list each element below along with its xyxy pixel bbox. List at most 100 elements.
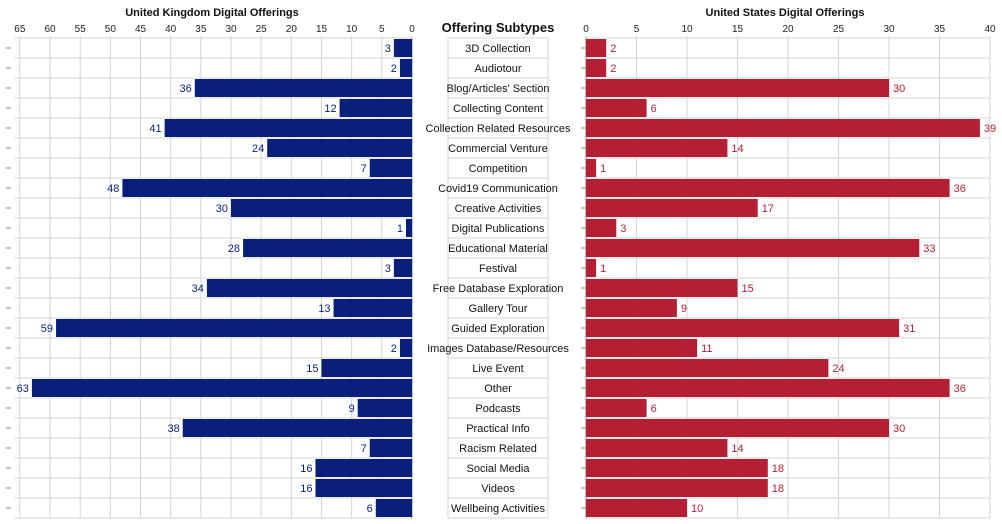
category-label: Images Database/Resources — [427, 343, 569, 355]
uk-bar — [369, 159, 412, 177]
uk-bar — [231, 199, 412, 217]
us-bar-value-label: 2 — [610, 63, 616, 75]
us-bar-value-label: 17 — [762, 203, 774, 215]
us-bar-value-label: 18 — [772, 463, 784, 475]
category-label: Creative Activities — [455, 203, 542, 215]
us-bar — [586, 419, 889, 437]
uk-x-tick-label: 20 — [286, 24, 298, 35]
us-bar-value-label: 15 — [742, 283, 754, 295]
us-bar — [586, 479, 768, 497]
uk-x-tick-label: 10 — [346, 24, 358, 35]
uk-bar — [122, 179, 412, 197]
us-bar — [586, 99, 647, 117]
category-labels: 3D Collection Audiotour Blog/Articles' Sec… — [426, 37, 571, 519]
uk-bar-value-label: 63 — [17, 383, 29, 395]
us-bar — [586, 359, 829, 377]
us-bar — [586, 79, 889, 97]
uk-x-tick-label: 35 — [195, 24, 207, 35]
us-bar-value-label: 6 — [651, 403, 657, 415]
uk-bar — [339, 99, 412, 117]
uk-bar-value-label: 59 — [41, 323, 53, 335]
category-label: Practical Info — [466, 423, 530, 435]
category-label: Wellbeing Activities — [451, 503, 545, 515]
uk-bar-value-label: 34 — [192, 283, 204, 295]
us-bar-value-label: 2 — [610, 43, 616, 55]
us-x-tick-label: 10 — [681, 24, 693, 35]
uk-x-tick-label: 15 — [316, 24, 328, 35]
us-bar — [586, 239, 920, 257]
category-label: Videos — [481, 483, 515, 495]
uk-bar-value-label: 16 — [300, 463, 312, 475]
uk-x-tick-label: 30 — [225, 24, 237, 35]
us-bar-value-label: 24 — [832, 363, 844, 375]
uk-bar — [321, 359, 412, 377]
uk-bar-value-label: 3 — [385, 43, 391, 55]
us-bar-value-label: 36 — [954, 383, 966, 395]
category-label: Festival — [479, 263, 517, 275]
category-label: Educational Material — [448, 243, 548, 255]
us-bar — [586, 459, 768, 477]
uk-bar-value-label: 1 — [397, 223, 403, 235]
category-label: Podcasts — [475, 403, 521, 415]
us-bar-value-label: 30 — [893, 423, 905, 435]
category-label: Free Database Exploration — [433, 283, 564, 295]
uk-bar-value-label: 2 — [391, 343, 397, 355]
us-bar-value-label: 9 — [681, 303, 687, 315]
category-label: Racism Related — [459, 443, 537, 455]
uk-bar-value-label: 13 — [318, 303, 330, 315]
us-bar-value-label: 36 — [954, 183, 966, 195]
uk-bar-value-label: 6 — [367, 503, 373, 515]
category-label: Digital Publications — [452, 223, 545, 235]
uk-bar — [315, 459, 412, 477]
us-bar-value-label: 10 — [691, 503, 703, 515]
uk-bar — [393, 39, 412, 57]
us-bar — [586, 199, 758, 217]
uk-bar — [194, 79, 412, 97]
uk-bar — [267, 139, 412, 157]
uk-bar — [206, 279, 412, 297]
uk-bar — [243, 239, 412, 257]
uk-x-tick-label: 40 — [165, 24, 177, 35]
uk-bar — [56, 319, 412, 337]
uk-bar-value-label: 15 — [306, 363, 318, 375]
uk-x-tick-label: 55 — [75, 24, 87, 35]
category-label: Collection Related Resources — [426, 123, 571, 135]
uk-x-tick-label: 65 — [14, 24, 26, 35]
uk-x-tick-label: 60 — [44, 24, 56, 35]
us-bar-value-label: 14 — [731, 143, 743, 155]
category-label: Guided Exploration — [451, 323, 545, 335]
category-label: Collecting Content — [453, 103, 543, 115]
category-label: Commercial Venture — [448, 143, 548, 155]
us-x-tick-label: 25 — [833, 24, 845, 35]
category-label: Other — [484, 383, 512, 395]
us-x-tick-label: 15 — [732, 24, 744, 35]
uk-bar — [393, 259, 412, 277]
us-x-tick-label: 35 — [934, 24, 946, 35]
uk-x-tick-label: 0 — [409, 24, 415, 35]
uk-bar-value-label: 3 — [385, 263, 391, 275]
us-bar — [586, 159, 597, 177]
us-bar — [586, 279, 738, 297]
uk-bar-value-label: 30 — [216, 203, 228, 215]
category-label: Competition — [469, 163, 528, 175]
us-bar-value-label: 31 — [903, 323, 915, 335]
uk-bar — [405, 219, 412, 237]
uk-bar-value-label: 24 — [252, 143, 264, 155]
us-x-tick-label: 5 — [634, 24, 640, 35]
us-bar-value-label: 1 — [600, 163, 606, 175]
us-x-tick-label: 40 — [984, 24, 996, 35]
uk-bar — [31, 379, 413, 397]
us-x-tick-label: 20 — [782, 24, 794, 35]
category-label: Gallery Tour — [468, 303, 527, 315]
category-label: Social Media — [467, 463, 531, 475]
us-chart-title: United States Digital Offerings — [706, 7, 865, 19]
us-bar-value-label: 30 — [893, 83, 905, 95]
uk-bar-value-label: 48 — [107, 183, 119, 195]
uk-bar — [369, 439, 412, 457]
us-x-tick-label: 30 — [883, 24, 895, 35]
category-label: Blog/Articles' Section — [447, 83, 550, 95]
us-bar-value-label: 39 — [984, 123, 996, 135]
us-panel: 0 5 10 15 20 25 30 35 40223063914136173331159311… — [581, 24, 996, 519]
us-bar — [586, 59, 607, 77]
